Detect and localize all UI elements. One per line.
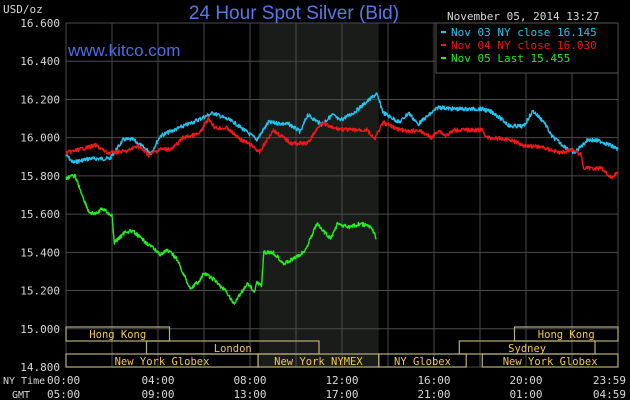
session-label: Sydney (508, 343, 546, 355)
session-label: New York Globex (503, 356, 598, 368)
x-tick-ny: 20:00 (509, 374, 542, 387)
x-tick-gmt: 13:00 (233, 388, 266, 400)
y-tick-label: 14.800 (20, 361, 60, 374)
series-line-1 (65, 92, 619, 165)
x-tick-ny: 16:00 (417, 374, 450, 387)
x-axis-ticks: NY Time GMT 00:00 04:00 08:00 12:00 16:00 20:00… (3, 374, 626, 400)
series-lines (65, 92, 619, 305)
x-row-label: GMT (12, 390, 30, 400)
x-tick-ny: 12:00 (325, 374, 358, 387)
y-tick-label: 16.200 (20, 93, 60, 106)
x-row-label: NY Time (3, 376, 45, 387)
y-tick-label: 16.400 (20, 55, 60, 68)
chart-title: 24 Hour Spot Silver (Bid) (189, 3, 399, 24)
y-tick-label: 16.600 (20, 17, 60, 30)
session-label: Hong Kong (89, 329, 146, 341)
x-tick-gmt: 04:59 (593, 388, 626, 400)
timestamp: November 05, 2014 13:27 (447, 10, 599, 23)
x-tick-ny: 00:00 (47, 374, 80, 387)
y-tick-label: 15.400 (20, 246, 60, 259)
session-box (378, 353, 467, 368)
grid (65, 22, 619, 368)
x-tick-gmt: 09:00 (141, 388, 174, 400)
x-tick-ny: 04:00 (141, 374, 174, 387)
series-line-2 (65, 116, 619, 180)
session-box (65, 326, 171, 342)
session-label: London (214, 343, 252, 355)
x-tick-gmt: 05:00 (47, 388, 80, 400)
series-line-3 (65, 173, 377, 305)
highlight-band (259, 23, 379, 367)
legend-label: Nov 05 Last 15.455 (451, 52, 570, 65)
y-tick-label: 15.800 (20, 170, 60, 183)
y-axis-ticks: 16.600 16.400 16.200 16.000 15.800 15.600 15.4… (20, 17, 60, 374)
x-tick-ny: 08:00 (233, 374, 266, 387)
y-tick-label: 15.200 (20, 285, 60, 298)
y-tick-label: 15.600 (20, 208, 60, 221)
legend-swatch (441, 44, 446, 46)
watermark: www.kitco.com (67, 41, 180, 60)
x-tick-gmt: 17:00 (325, 388, 358, 400)
legend-swatch (441, 57, 446, 59)
legend-label: Nov 03 NY close 16.145 (451, 26, 597, 39)
legend-swatch (441, 31, 446, 33)
legend-label: Nov 04 NY close 16.030 (451, 39, 597, 52)
x-tick-gmt: 21:00 (417, 388, 450, 400)
session-label: NY Globex (394, 356, 451, 368)
x-tick-ny: 23:59 (593, 374, 626, 387)
session-label: New York NYMEX (274, 356, 363, 368)
y-axis-label: USD/oz (3, 3, 43, 16)
y-tick-label: 15.000 (20, 323, 60, 336)
session-box (481, 353, 619, 368)
y-tick-label: 16.000 (20, 132, 60, 145)
session-label: Hong Kong (538, 329, 595, 341)
x-tick-gmt: 01:00 (509, 388, 542, 400)
session-label: New York Globex (115, 356, 210, 368)
